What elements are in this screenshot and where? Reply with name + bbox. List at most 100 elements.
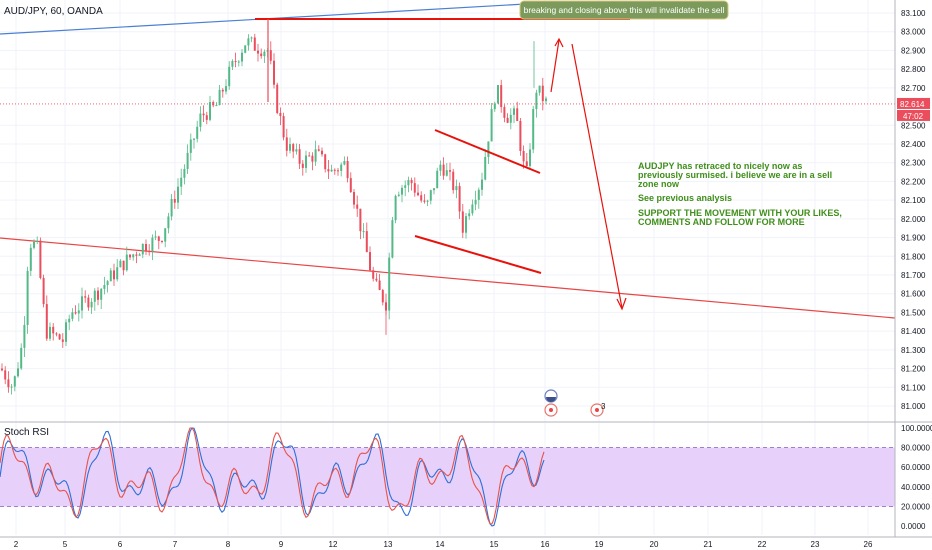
candle-body[interactable] xyxy=(436,170,439,189)
candle-body[interactable] xyxy=(71,312,74,319)
event-markers[interactable]: 3 xyxy=(544,389,606,417)
candle-body[interactable] xyxy=(196,126,199,139)
candle-body[interactable] xyxy=(519,120,522,151)
candle-body[interactable] xyxy=(225,86,227,92)
candle-body[interactable] xyxy=(29,247,32,271)
candle-body[interactable] xyxy=(289,144,291,151)
candle-body[interactable] xyxy=(426,200,429,202)
candle-body[interactable] xyxy=(26,270,29,325)
candle-body[interactable] xyxy=(493,103,496,110)
candle-body[interactable] xyxy=(413,183,416,193)
candle-body[interactable] xyxy=(260,53,263,57)
candle-body[interactable] xyxy=(148,251,151,253)
candle-body[interactable] xyxy=(20,347,23,369)
candle-body[interactable] xyxy=(324,154,327,170)
candle-body[interactable] xyxy=(340,164,343,171)
candle-body[interactable] xyxy=(106,281,109,286)
candle-body[interactable] xyxy=(93,290,96,302)
candle-body[interactable] xyxy=(388,257,391,311)
channel-upper-line[interactable] xyxy=(434,129,541,174)
candle-body[interactable] xyxy=(420,195,423,201)
stoch-rsi-d-line[interactable] xyxy=(0,427,545,525)
candle-body[interactable] xyxy=(13,376,16,387)
candle-body[interactable] xyxy=(244,45,247,53)
candle-body[interactable] xyxy=(39,240,42,278)
candle-body[interactable] xyxy=(545,98,547,102)
candle-body[interactable] xyxy=(282,116,285,138)
candle-body[interactable] xyxy=(177,186,179,203)
candle-body[interactable] xyxy=(52,326,55,334)
candle-body[interactable] xyxy=(509,114,512,123)
candle-body[interactable] xyxy=(343,161,346,165)
candle-body[interactable] xyxy=(279,112,282,117)
candle-body[interactable] xyxy=(36,240,39,242)
countdown-tag[interactable] xyxy=(897,109,930,121)
candle-body[interactable] xyxy=(77,310,80,314)
candle-body[interactable] xyxy=(407,179,410,186)
analysis-note[interactable]: AUDJPY has retraced to nicely now as pre… xyxy=(638,161,842,227)
candle-body[interactable] xyxy=(490,109,493,142)
candle-body[interactable] xyxy=(295,149,298,152)
candle-body[interactable] xyxy=(199,113,202,127)
candle-body[interactable] xyxy=(212,102,215,106)
candle-body[interactable] xyxy=(151,237,154,252)
candle-body[interactable] xyxy=(122,260,125,271)
candle-body[interactable] xyxy=(186,152,189,169)
candle-body[interactable] xyxy=(237,61,240,63)
candle-body[interactable] xyxy=(465,216,467,233)
candle-body[interactable] xyxy=(481,179,483,190)
candle-body[interactable] xyxy=(532,109,535,150)
candle-body[interactable] xyxy=(308,155,311,157)
candle-body[interactable] xyxy=(164,228,167,242)
candle-body[interactable] xyxy=(74,312,77,314)
candle-body[interactable] xyxy=(173,198,176,203)
candle-body[interactable] xyxy=(439,164,442,171)
last-price-tag[interactable] xyxy=(897,97,930,109)
candle-body[interactable] xyxy=(529,149,531,167)
candle-body[interactable] xyxy=(141,243,144,255)
candle-body[interactable] xyxy=(442,164,445,176)
candle-body[interactable] xyxy=(161,240,163,242)
candle-body[interactable] xyxy=(541,85,544,102)
candle-body[interactable] xyxy=(135,254,138,256)
candle-body[interactable] xyxy=(452,171,455,191)
candle-body[interactable] xyxy=(68,318,71,323)
candle-body[interactable] xyxy=(404,185,407,188)
channel-lower-line[interactable] xyxy=(414,235,542,274)
candle-body[interactable] xyxy=(423,200,426,202)
candle-body[interactable] xyxy=(1,368,3,371)
candle-body[interactable] xyxy=(90,301,93,308)
invalidation-note[interactable]: breaking and closing above this will inv… xyxy=(519,0,729,20)
candle-body[interactable] xyxy=(401,187,403,195)
candle-body[interactable] xyxy=(33,241,35,248)
candle-body[interactable] xyxy=(218,89,221,106)
candle-body[interactable] xyxy=(487,141,490,157)
candle-body[interactable] xyxy=(87,297,90,308)
candle-body[interactable] xyxy=(202,113,205,116)
candle-body[interactable] xyxy=(129,254,131,258)
candle-body[interactable] xyxy=(417,192,419,196)
candle-body[interactable] xyxy=(154,236,157,238)
candle-body[interactable] xyxy=(365,231,368,253)
candle-body[interactable] xyxy=(4,370,7,380)
candle-body[interactable] xyxy=(273,60,275,85)
candle-body[interactable] xyxy=(138,254,141,256)
rsi-title[interactable]: Stoch RSI xyxy=(4,427,49,438)
candle-body[interactable] xyxy=(458,186,461,212)
candle-body[interactable] xyxy=(353,192,355,205)
candle-body[interactable] xyxy=(119,260,122,268)
candle-body[interactable] xyxy=(321,150,323,155)
candle-body[interactable] xyxy=(65,322,67,342)
candle-body[interactable] xyxy=(234,60,237,62)
candle-body[interactable] xyxy=(276,84,279,113)
candle-body[interactable] xyxy=(500,85,503,108)
candle-body[interactable] xyxy=(189,139,192,153)
candle-body[interactable] xyxy=(516,108,519,121)
candle-body[interactable] xyxy=(333,169,336,171)
candle-body[interactable] xyxy=(474,199,477,205)
projection-arrow-down[interactable] xyxy=(571,43,623,309)
candle-body[interactable] xyxy=(468,213,471,217)
candle-body[interactable] xyxy=(513,108,515,115)
candle-body[interactable] xyxy=(257,50,259,54)
